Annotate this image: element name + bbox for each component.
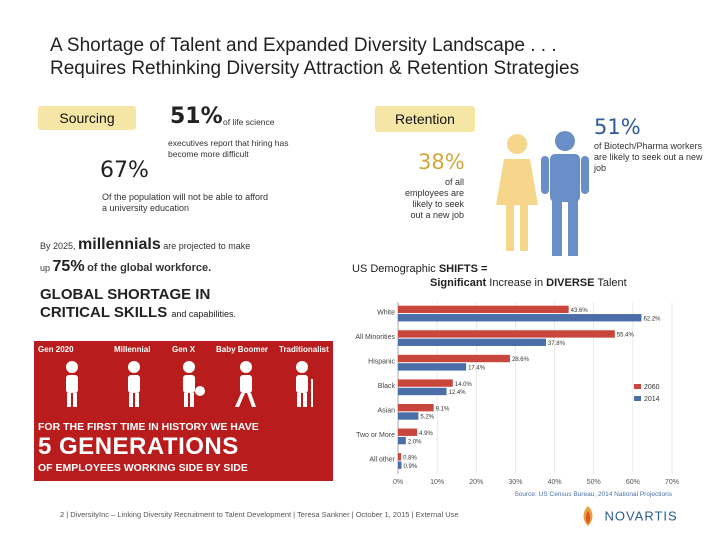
data-label-2060: 43.6% <box>571 308 589 314</box>
data-label-2060: 14.0% <box>455 382 473 388</box>
bar-2060 <box>398 453 402 461</box>
data-label-2060: 4.9% <box>419 431 433 437</box>
data-label-2014: 2.0% <box>408 439 422 445</box>
person-icon-traditionalist <box>296 361 313 407</box>
x-tick-label: 40% <box>548 479 562 486</box>
data-label-2014: 62.2% <box>643 316 661 322</box>
banner-line2: 5 GENERATIONS <box>38 433 239 460</box>
person-icon-genx <box>183 361 205 407</box>
data-label-2014: 5.2% <box>420 415 434 421</box>
stat-51-desc: executives report that hiring has become… <box>168 138 289 159</box>
gen-label-boomer: Baby Boomer <box>216 345 269 354</box>
category-label: White <box>377 309 395 316</box>
millennials-line2: up 75% of the global workforce. <box>40 258 212 275</box>
category-label: All other <box>369 457 395 464</box>
retention-51-desc: of Biotech/Pharma workers are likely to … <box>594 141 703 173</box>
gen-label-genx: Gen X <box>172 345 196 354</box>
demographic-subheading: Significant Increase in DIVERSE Talent <box>430 277 627 289</box>
global-shortage: GLOBAL SHORTAGE IN CRITICAL SKILLS and c… <box>40 286 236 321</box>
person-icon-gen2020 <box>66 361 78 407</box>
footer-text: 2 | DiversityInc – Linking Diversity Rec… <box>60 510 459 519</box>
retention-38-desc: of all employees are likely to seek out … <box>404 177 464 220</box>
bar-2060 <box>398 354 510 363</box>
generation-figures <box>66 361 313 407</box>
data-label-2060: 9.1% <box>436 406 450 412</box>
sourcing-tag: Sourcing <box>38 106 136 130</box>
stat-51-inline: of life science <box>223 117 275 127</box>
category-label: Black <box>378 383 396 390</box>
bar-2014 <box>398 338 546 346</box>
category-label: All Minorities <box>355 334 395 341</box>
x-tick-label: 70% <box>665 479 679 486</box>
bar-2060 <box>398 330 615 338</box>
female-person-icon <box>496 134 538 251</box>
bar-2014 <box>398 363 467 371</box>
chart-source: Source: US Census Bureau, 2014 National … <box>514 491 672 498</box>
data-label-2014: 17.4% <box>468 366 486 372</box>
data-label-2060: 0.8% <box>403 455 417 461</box>
demographic-bar-chart: 0% 10% 20% 30% 40% 50% 60% 70% White 43.6% 62.2% Al… <box>355 302 679 498</box>
bar-2060 <box>398 428 418 436</box>
gen-label-2020: Gen 2020 <box>38 345 74 354</box>
bar-2060 <box>398 403 434 412</box>
x-tick-label: 60% <box>626 479 640 486</box>
millennials-line1: By 2025, millennials are projected to ma… <box>40 236 251 253</box>
category-label: Hispanic <box>368 358 395 365</box>
stat-51-pct: 51% <box>170 104 223 129</box>
novartis-wordmark: NOVARTIS <box>604 508 678 524</box>
legend-label-2014: 2014 <box>644 396 660 403</box>
retention-38-pct: 38% <box>418 150 465 174</box>
novartis-logo: NOVARTIS <box>576 504 678 528</box>
x-tick-label: 50% <box>587 479 601 486</box>
person-icon-boomer <box>235 361 256 407</box>
male-person-icon <box>541 131 589 256</box>
x-tick-label: 10% <box>430 479 444 486</box>
banner-line3: OF EMPLOYEES WORKING SIDE BY SIDE <box>38 462 248 474</box>
legend-label-2060: 2060 <box>644 384 660 391</box>
data-label-2060: 28.6% <box>512 357 530 363</box>
data-label-2014: 0.9% <box>404 464 418 470</box>
stat-67-desc: Of the population will not be able to af… <box>102 192 268 213</box>
bar-2014 <box>398 387 447 396</box>
novartis-flame-icon <box>583 506 593 526</box>
category-label: Asian <box>377 408 395 415</box>
bar-2014 <box>398 314 642 322</box>
generations-banner: Gen 2020 Millennial Gen X Baby Boomer Tr… <box>34 341 333 481</box>
legend-swatch-2014 <box>634 396 641 401</box>
retention-51-pct: 51% <box>594 115 641 139</box>
gen-label-millennial: Millennial <box>114 345 151 354</box>
data-label-2060: 55.4% <box>617 333 635 339</box>
stat-67-pct: 67% <box>100 158 149 183</box>
demographic-heading: US Demographic SHIFTS = <box>352 263 488 275</box>
banner-line1: FOR THE FIRST TIME IN HISTORY WE HAVE <box>38 421 259 433</box>
x-tick-label: 20% <box>469 479 483 486</box>
person-icon-millennial <box>128 361 140 407</box>
page-title: A Shortage of Talent and Expanded Divers… <box>50 35 580 79</box>
bar-2060 <box>398 305 569 314</box>
bar-2060 <box>398 379 453 387</box>
data-label-2014: 37.8% <box>548 341 566 347</box>
bar-2014 <box>398 412 419 420</box>
category-label: Two or More <box>356 432 395 439</box>
x-tick-label: 0% <box>393 479 403 486</box>
bar-2014 <box>398 436 406 445</box>
retention-tag: Retention <box>375 106 475 132</box>
bar-2014 <box>398 461 402 469</box>
gen-label-traditionalist: Traditionalist <box>279 345 329 354</box>
data-label-2014: 12.4% <box>449 390 467 396</box>
x-tick-label: 30% <box>508 479 522 486</box>
legend-swatch-2060 <box>634 384 641 389</box>
